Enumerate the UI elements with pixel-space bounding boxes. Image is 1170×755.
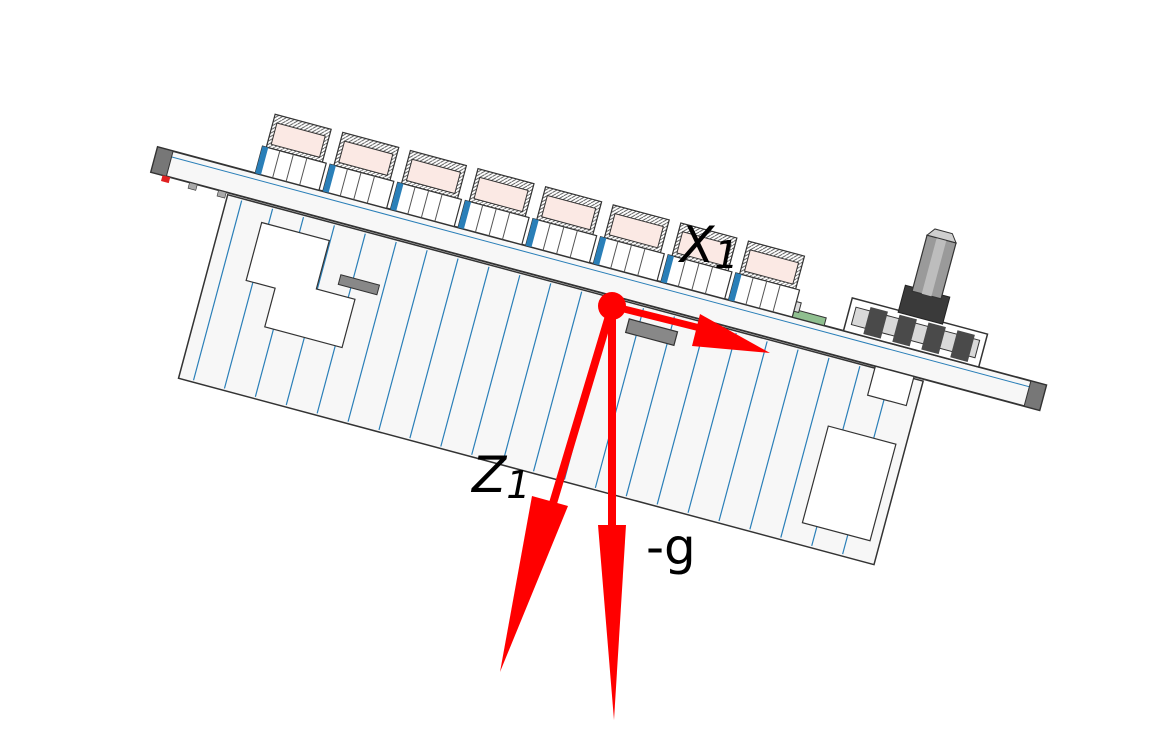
gravity-label: -g <box>646 518 696 576</box>
case-rib <box>192 200 243 381</box>
case-rib <box>378 250 428 431</box>
z1-vector <box>500 304 616 672</box>
case-body <box>177 193 925 566</box>
case-rib <box>749 349 799 530</box>
keyboard-module-icon <box>524 186 603 264</box>
gravity-vector <box>598 306 626 720</box>
z1-label-sub: 1 <box>506 463 530 507</box>
z1-label: Z1 <box>470 446 530 507</box>
top-plate <box>149 145 1048 412</box>
origin-dot-icon <box>598 292 626 320</box>
keyboard-module-icon <box>727 240 806 318</box>
coordinate-vectors <box>500 292 770 720</box>
case-rib <box>409 258 459 439</box>
case-rib <box>471 274 521 455</box>
keyboard-module-icon <box>457 167 535 246</box>
x1-label: X1 <box>677 216 738 277</box>
case-rib <box>718 341 768 522</box>
case-rib <box>780 357 830 538</box>
case-rib <box>347 241 397 422</box>
key-modules <box>254 113 806 318</box>
case-rib <box>532 291 583 472</box>
case-rib <box>594 308 645 489</box>
x1-label-sub: 1 <box>714 233 738 277</box>
keyboard-module-icon <box>389 149 468 228</box>
case-rib <box>687 332 737 513</box>
keyboard-module-icon <box>660 222 738 300</box>
keyboard-module-icon <box>592 204 670 282</box>
case-rib <box>656 324 706 505</box>
case-rib <box>502 283 552 464</box>
x1-vector <box>611 302 770 353</box>
keyboard-assembly <box>149 113 1048 566</box>
rotary-encoder-icon <box>842 228 989 407</box>
keyboard-module-icon <box>322 131 400 210</box>
case-rib <box>440 266 490 447</box>
case-rib <box>625 316 675 497</box>
keyboard-module-icon <box>254 113 332 191</box>
